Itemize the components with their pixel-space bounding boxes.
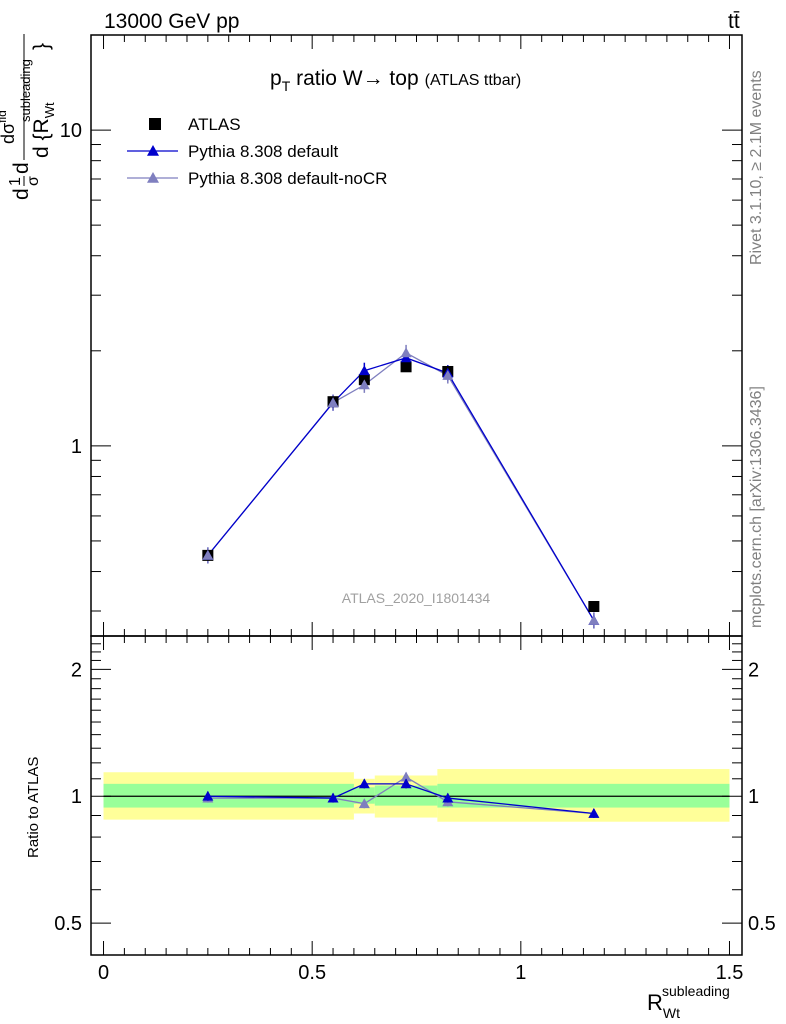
main-series-line-1 xyxy=(207,357,595,621)
xlabel-sup: subleading xyxy=(662,983,730,999)
ratio-point-1 xyxy=(400,771,412,782)
y-axis-label-main: d 1 σ d dσfid d {RWt subleading } xyxy=(0,34,57,200)
mc-point-1 xyxy=(358,365,370,376)
header-process-label: tt̄ xyxy=(728,10,740,33)
title-small: (ATLAS ttbar) xyxy=(425,72,522,89)
title-arrow: → xyxy=(363,67,384,90)
ratio-point-0 xyxy=(442,792,454,803)
x-tick-label: 1 xyxy=(515,962,526,984)
ratio-y-tick-label: 2 xyxy=(71,659,82,681)
legend-label: ATLAS xyxy=(188,115,241,134)
data-point-atlas xyxy=(400,361,412,373)
legend-marker-atlas xyxy=(149,118,161,130)
svg-text:σ: σ xyxy=(25,176,42,186)
ratio-point-0 xyxy=(400,778,412,789)
ylabel-frac1-num: 1 xyxy=(7,177,24,186)
main-panel: 1 10 xyxy=(60,34,743,637)
ratio-y-tick-label: 0.5 xyxy=(54,913,82,935)
legend-label: Pythia 8.308 default-noCR xyxy=(188,169,387,188)
svg-text:dσfid: dσfid xyxy=(0,110,18,144)
ratio-series-line-0 xyxy=(207,783,594,815)
mc-point-2 xyxy=(400,347,412,358)
side-label-mcplots: mcplots.cern.ch [arXiv:1306.3436] xyxy=(748,386,765,628)
ylabel-d1: d xyxy=(10,188,33,200)
ratio-y-tick-label-right: 0.5 xyxy=(748,913,776,935)
ratio-y-tick-label-right: 2 xyxy=(748,659,759,681)
mc-point-2 xyxy=(327,397,339,408)
plot-title: pT ratio W→ top (ATLAS ttbar) xyxy=(270,67,521,94)
legend-label: Pythia 8.308 default xyxy=(188,142,339,161)
x-axis-label: RWt xyxy=(647,990,680,1021)
ratio-band-inner-1 xyxy=(353,787,375,804)
x-tick-label: 0 xyxy=(98,962,109,984)
side-label-rivet: Rivet 3.1.10, ≥ 2.1M events xyxy=(748,70,765,265)
ratio-point-0 xyxy=(358,778,370,789)
xlabel-base: R xyxy=(647,990,663,1015)
title-p: p xyxy=(270,67,282,90)
mc-point-2 xyxy=(202,549,214,560)
header-energy-label: 13000 GeV pp xyxy=(104,10,239,33)
ylabel-frac2-den: d {R xyxy=(30,118,53,158)
ratio-point-0 xyxy=(327,792,339,803)
xlabel-sub: Wt xyxy=(663,1005,680,1021)
main-y-tick-label: 1 xyxy=(71,436,82,458)
svg-text:}: } xyxy=(30,43,53,50)
ratio-point-1 xyxy=(358,798,370,809)
mc-point-2 xyxy=(358,379,370,390)
main-series-line-2 xyxy=(207,352,595,621)
ratio-panel: 0 0.5 1 1.5 0.5 0.5 1 1 2 2 xyxy=(54,635,776,984)
analysis-id-label: ATLAS_2020_I1801434 xyxy=(342,590,491,606)
x-tick-label: 0.5 xyxy=(298,962,326,984)
svg-text:d: d xyxy=(10,162,33,174)
mc-point-2 xyxy=(442,370,454,380)
mc-point-2 xyxy=(588,614,600,625)
legend-marker-1 xyxy=(147,145,159,156)
ratio-y-tick-label: 1 xyxy=(71,786,82,808)
mc-point-1 xyxy=(400,352,412,363)
svg-text:1: 1 xyxy=(7,177,24,186)
ratio-point-0 xyxy=(202,790,214,801)
ratio-y-tick-label-right: 1 xyxy=(748,786,759,808)
ylabel-close-brace: } xyxy=(30,43,53,50)
title-rest: ratio W xyxy=(290,67,363,90)
svg-text:subleading: subleading xyxy=(18,59,33,122)
ratio-point-0 xyxy=(588,807,600,818)
ylabel-frac2-den-sub: Wt xyxy=(42,102,57,118)
ylabel-frac2-den-sup: subleading xyxy=(18,59,33,122)
ylabel-frac2-num-sup: fid xyxy=(0,110,9,123)
ylabel-frac2-num: dσ xyxy=(0,123,18,144)
legend: ATLAS Pythia 8.308 default Pythia 8.308 de… xyxy=(127,115,387,188)
x-tick-label: 1.5 xyxy=(716,962,744,984)
title-tail: top xyxy=(384,67,419,90)
svg-text:d {RWt: d {RWt xyxy=(30,102,57,158)
main-y-tick-label: 10 xyxy=(60,120,82,142)
svg-text:d: d xyxy=(10,188,33,200)
y-axis-label-ratio: Ratio to ATLAS xyxy=(25,757,42,858)
ylabel-d2: d xyxy=(10,162,33,174)
data-point-atlas xyxy=(588,600,600,612)
legend-marker-2 xyxy=(147,172,159,183)
ylabel-frac1-den: σ xyxy=(25,176,42,186)
title-sub: T xyxy=(282,78,291,94)
ratio-band-inner-2 xyxy=(374,785,438,806)
